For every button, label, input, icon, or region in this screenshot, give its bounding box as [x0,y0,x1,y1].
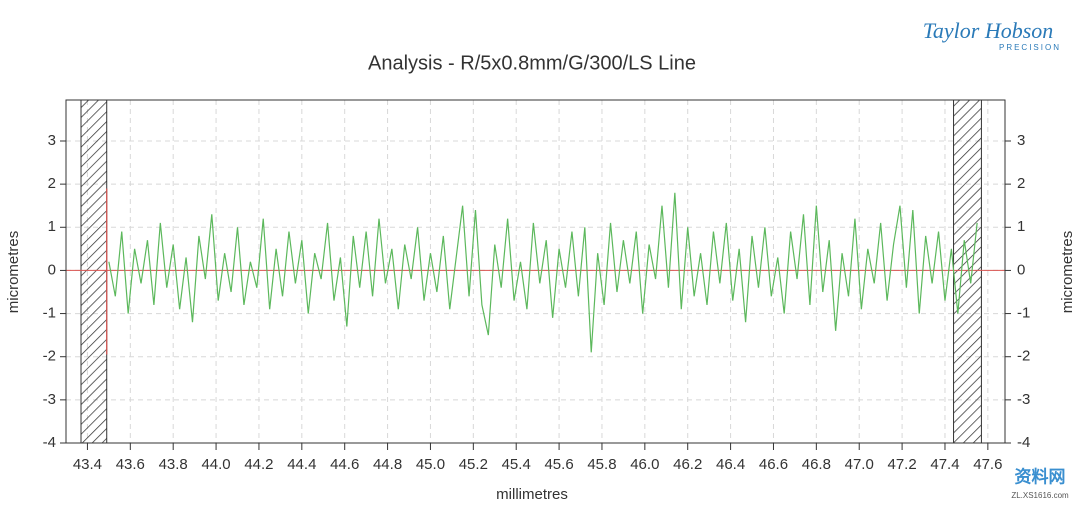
y2-tick-label: 1 [1017,218,1025,235]
chart-title: Analysis - R/5x0.8mm/G/300/LS Line [368,52,696,74]
x-tick-label: 45.0 [416,456,445,473]
watermark-url: ZL.XS1616.com [1011,491,1069,500]
logo-tagline: PRECISION [999,43,1061,52]
y2-tick-label: -4 [1017,434,1030,451]
x-tick-label: 44.8 [373,456,402,473]
y-tick-label: -2 [43,348,56,365]
x-tick-label: 45.8 [587,456,616,473]
x-tick-label: 46.2 [673,456,702,473]
x-tick-label: 47.0 [845,456,874,473]
x-tick-label: 44.0 [201,456,230,473]
y2-tick-label: -3 [1017,391,1030,408]
y-axis-label: micrometres [5,231,22,314]
logo-name: Taylor Hobson [923,18,1054,43]
x-tick-label: 46.6 [759,456,788,473]
x-tick-label: 46.4 [716,456,745,473]
x-tick-label: 43.4 [73,456,102,473]
y-tick-label: -3 [43,391,56,408]
x-tick-label: 45.6 [544,456,573,473]
profile-line [108,192,978,353]
x-tick-label: 47.6 [973,456,1002,473]
x-tick-label: 43.8 [159,456,188,473]
y2-tick-label: -1 [1017,305,1030,322]
y2-axis-label: micrometres [1059,231,1076,314]
y-tick-label: -4 [43,434,56,451]
y2-tick-label: 3 [1017,132,1025,149]
y2-tick-label: 2 [1017,175,1025,192]
x-tick-label: 44.6 [330,456,359,473]
x-tick-label: 44.4 [287,456,316,473]
x-tick-label: 44.2 [244,456,273,473]
plot-frame [65,99,1006,444]
watermark-name: 资料网 [1015,466,1066,486]
y-tick-label: 2 [48,175,56,192]
x-axis-label: millimetres [496,486,568,503]
x-tick-label: 45.4 [502,456,531,473]
y-tick-label: -1 [43,305,56,322]
y2-tick-label: -2 [1017,348,1030,365]
x-tick-label: 47.2 [887,456,916,473]
y-tick-label: 3 [48,132,56,149]
exclusion-zone [80,99,108,444]
x-tick-label: 46.8 [802,456,831,473]
x-tick-label: 47.4 [930,456,959,473]
x-tick-label: 43.6 [116,456,145,473]
x-tick-label: 46.0 [630,456,659,473]
x-tick-label: 45.2 [459,456,488,473]
exclusion-zone [953,99,982,444]
y-tick-label: 0 [48,261,56,278]
y2-tick-label: 0 [1017,261,1025,278]
y-tick-label: 1 [48,218,56,235]
